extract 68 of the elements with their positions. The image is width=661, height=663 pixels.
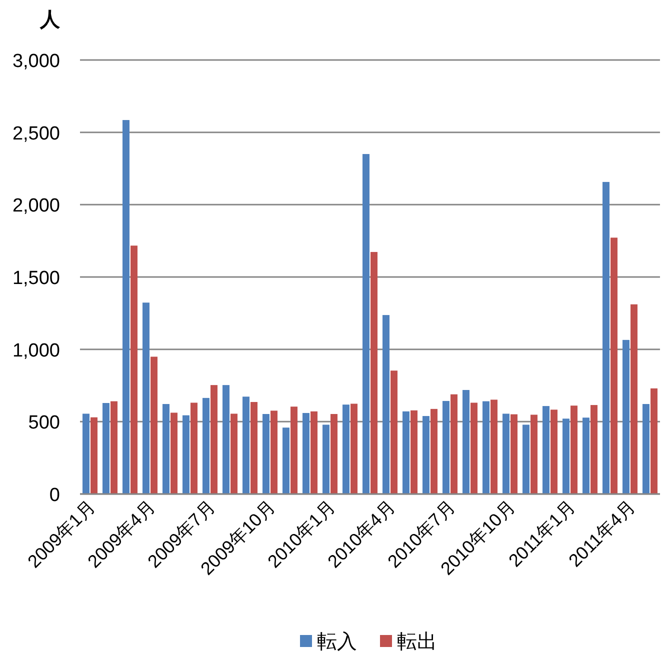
- bar: [530, 414, 538, 494]
- bar: [522, 424, 530, 494]
- y-tick-label: 1,500: [12, 268, 60, 289]
- bar: [190, 402, 198, 494]
- bar: [342, 404, 350, 494]
- bar: [310, 411, 318, 494]
- bar: [642, 404, 650, 494]
- bar: [230, 414, 238, 494]
- bar: [242, 396, 250, 494]
- bar: [262, 414, 270, 494]
- bar: [570, 406, 578, 494]
- bar: [110, 401, 118, 494]
- bar: [330, 414, 338, 494]
- bar: [370, 252, 378, 494]
- bar: [550, 410, 558, 494]
- bar: [202, 398, 210, 494]
- bar: [222, 385, 230, 494]
- bar: [122, 120, 130, 494]
- y-axis-title: 人: [39, 9, 61, 31]
- bar: [210, 385, 218, 494]
- bar: [622, 340, 630, 494]
- bar: [170, 412, 178, 494]
- legend-label: 転入: [317, 631, 357, 653]
- y-tick-label: 3,000: [12, 51, 60, 72]
- bar: [542, 406, 550, 494]
- bar: [362, 154, 370, 494]
- bar: [402, 411, 410, 494]
- bar: [90, 417, 98, 494]
- bar: [650, 388, 658, 494]
- bar: [502, 414, 510, 494]
- bar: [450, 394, 458, 494]
- bar: [470, 402, 478, 494]
- y-tick-label: 500: [28, 412, 60, 434]
- bar: [382, 315, 390, 494]
- bar: [630, 304, 638, 494]
- bar: [410, 410, 418, 494]
- bar: [82, 414, 90, 494]
- legend-label: 転出: [397, 631, 437, 653]
- bar: [482, 401, 490, 494]
- bar: [462, 390, 470, 494]
- bar: [562, 418, 570, 494]
- bar: [422, 416, 430, 494]
- bar: [290, 406, 298, 494]
- bar: [510, 414, 518, 494]
- bar: [162, 404, 170, 494]
- bar: [610, 238, 618, 494]
- bar: [602, 182, 610, 494]
- bar: [250, 402, 258, 494]
- bar: [182, 415, 190, 494]
- y-tick-label: 2,000: [12, 196, 60, 217]
- bar: [430, 408, 438, 494]
- bar: [390, 370, 398, 494]
- bar: [490, 400, 498, 494]
- y-tick-label: 0: [49, 485, 60, 506]
- bar: [322, 424, 330, 494]
- bar: [302, 412, 310, 494]
- bar: [282, 428, 290, 494]
- bar: [350, 404, 358, 494]
- y-tick-label: 2,500: [12, 123, 60, 144]
- bar: [590, 405, 598, 494]
- bar: [130, 246, 138, 494]
- bar: [270, 410, 278, 494]
- bar: [150, 356, 158, 494]
- y-tick-label: 1,000: [12, 340, 60, 362]
- bar: [142, 302, 150, 494]
- bar: [442, 400, 450, 494]
- bar: [102, 403, 110, 494]
- bar: [582, 418, 590, 494]
